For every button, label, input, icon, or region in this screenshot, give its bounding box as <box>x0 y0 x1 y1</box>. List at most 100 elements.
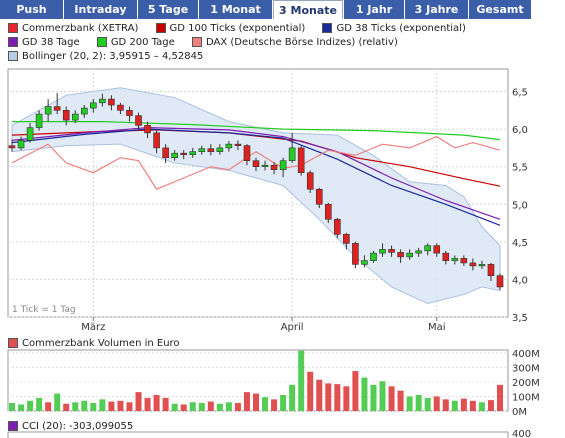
legend-item: GD 200 Tage <box>96 37 175 48</box>
volume-bar <box>379 381 386 411</box>
y-tick-label: 5,0 <box>512 200 528 211</box>
tab-push[interactable]: Push <box>0 0 63 19</box>
volume-bar <box>361 377 368 411</box>
legend-row-2: GD 38 Tage GD 200 Tage DAX (Deutsche Bör… <box>8 37 398 48</box>
candle-body <box>26 127 34 141</box>
candle-body <box>343 234 350 244</box>
candle-body <box>180 152 188 155</box>
legend-label: Commerzbank (XETRA) <box>22 23 139 34</box>
volume-bar <box>280 395 287 411</box>
volume-bar <box>108 401 115 411</box>
volume-legend: Commerzbank Volumen in Euro <box>8 338 180 349</box>
candle-body <box>8 145 16 149</box>
candle-body <box>162 147 169 158</box>
volume-bar <box>9 403 15 411</box>
volume-bar <box>370 384 377 411</box>
candle-body <box>234 143 242 146</box>
candle-body <box>460 258 468 264</box>
volume-bar <box>406 396 413 411</box>
volume-bar <box>460 398 467 411</box>
series-line-2 <box>11 128 501 226</box>
volume-bar <box>126 402 133 411</box>
candle-body <box>424 245 432 252</box>
legend-swatch <box>322 23 333 33</box>
legend-item: Commerzbank (XETRA) <box>8 23 138 34</box>
tab-5-tage[interactable]: 5 Tage <box>138 0 198 19</box>
legend-item: GD 38 Ticks (exponential) <box>322 23 466 34</box>
period-tabs: Push Intraday 5 Tage 1 Monat 3 Monate 1 Jahr 3… <box>0 0 565 19</box>
candle-body <box>108 98 115 106</box>
candle-body <box>370 252 377 261</box>
volume-legend-label: Commerzbank Volumen in Euro <box>22 338 180 349</box>
legend-label: GD 200 Tage <box>110 37 175 48</box>
volume-bar <box>63 403 70 411</box>
legend-label: GD 100 Ticks (exponential) <box>169 23 306 34</box>
candle-body <box>171 152 178 158</box>
volume-bar <box>388 386 395 411</box>
candle-body <box>261 164 269 167</box>
candle-body <box>117 104 124 111</box>
volume-bar <box>487 400 494 411</box>
series-line-0 <box>12 120 501 141</box>
volume-bar <box>153 395 160 411</box>
candle-body <box>334 219 341 235</box>
volume-bar <box>72 402 79 411</box>
y-tick-label: 6,0 <box>512 125 528 136</box>
tab-1-monat[interactable]: 1 Monat <box>199 0 272 19</box>
volume-bar <box>45 402 52 411</box>
candle-body <box>315 188 323 205</box>
tab-3-monate[interactable]: 3 Monate <box>273 0 343 19</box>
x-tick-label: April <box>281 322 304 333</box>
candle-body <box>279 160 287 171</box>
cci-legend: CCI (20): -303,099055 <box>8 421 133 432</box>
volume-bar <box>81 400 88 411</box>
candle-body <box>469 262 477 267</box>
volume-bar <box>307 371 314 411</box>
volume-bar <box>198 403 205 411</box>
volume-bar <box>225 402 232 411</box>
legend-item: DAX (Deutsche Börse Indizes) (relativ) <box>191 37 398 48</box>
volume-bar <box>144 397 151 411</box>
volume-bar <box>243 392 250 411</box>
candle-body <box>379 249 386 254</box>
volume-bar <box>36 397 43 411</box>
volume-bar <box>497 384 503 411</box>
candle-body <box>487 264 495 276</box>
legend-swatch <box>96 37 107 47</box>
candle-body <box>433 245 441 254</box>
legend-label: DAX (Deutsche Börse Indizes) (relativ) <box>205 37 398 48</box>
volume-bar <box>234 403 241 411</box>
volume-bar <box>334 384 341 411</box>
volume-bar <box>90 403 97 411</box>
legend-swatch <box>155 23 166 33</box>
candle-body <box>126 110 133 116</box>
candle-body <box>71 113 79 121</box>
volume-y-tick-label: 0M <box>512 407 527 418</box>
legend-item: GD 100 Ticks (exponential) <box>155 23 306 34</box>
candle-body <box>324 203 332 220</box>
volume-bar <box>162 397 169 411</box>
legend-swatch <box>8 23 18 33</box>
legend-row-1: Commerzbank (XETRA) GD 100 Ticks (expone… <box>8 23 466 34</box>
candle-body <box>62 110 70 121</box>
candle-body <box>451 258 459 261</box>
volume-bar <box>54 393 61 411</box>
candle-body <box>352 243 359 265</box>
legend-swatch <box>8 51 18 61</box>
candle-body <box>135 115 142 126</box>
legend-row-3: Bollinger (20, 2): 3,95915 – 4,52845 <box>8 51 203 62</box>
tab-gesamt[interactable]: Gesamt <box>469 0 531 19</box>
candle-body <box>388 249 395 253</box>
tick-note: 1 Tick = 1 Tag <box>12 305 76 315</box>
tab-3-jahre[interactable]: 3 Jahre <box>405 0 468 19</box>
tab-intraday[interactable]: Intraday <box>64 0 137 19</box>
candle-body <box>99 98 106 104</box>
volume-bar <box>442 399 449 411</box>
legend-label: GD 38 Tage <box>22 37 80 48</box>
volume-y-tick-label: 400M <box>512 349 540 360</box>
volume-bar <box>207 401 214 411</box>
y-tick-label: 4,5 <box>512 238 528 249</box>
volume-bar <box>216 403 223 411</box>
candle-body <box>496 275 504 288</box>
tab-1-jahr[interactable]: 1 Jahr <box>344 0 404 19</box>
